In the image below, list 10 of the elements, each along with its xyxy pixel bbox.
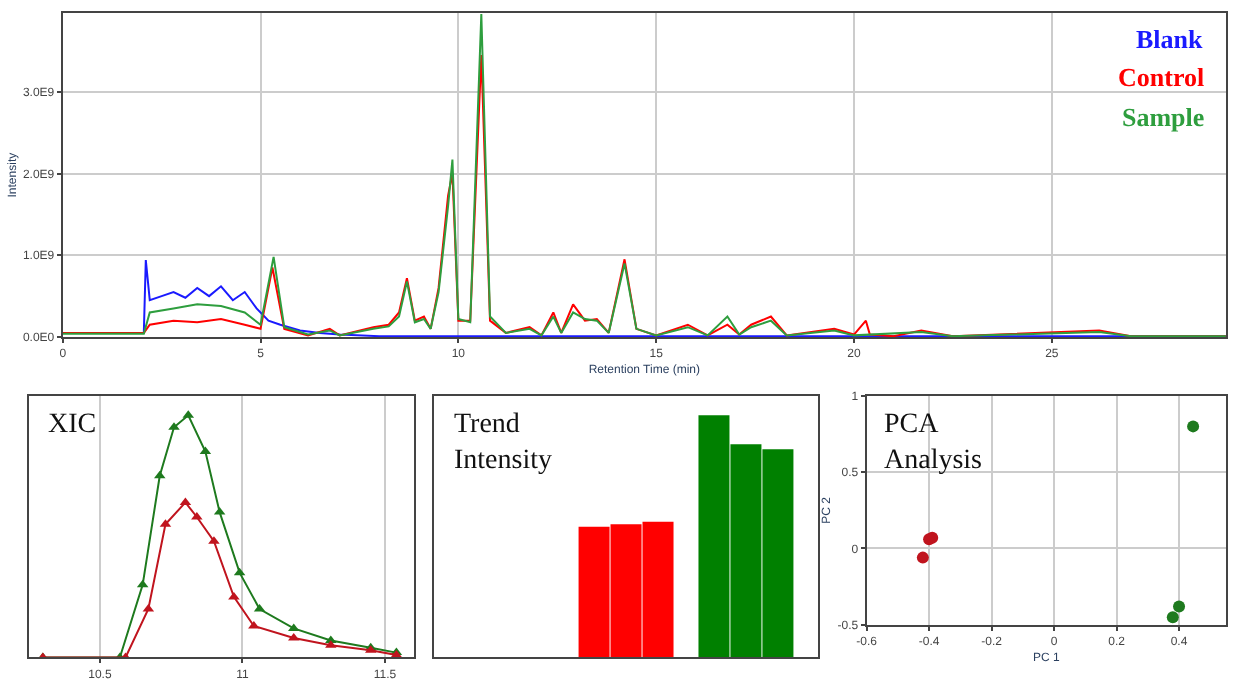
text: Sample — [1122, 102, 1205, 132]
point — [916, 551, 929, 564]
point — [1187, 420, 1200, 433]
chart-title: Trend Intensity — [454, 410, 552, 477]
text: PCA Analysis — [884, 410, 982, 477]
point — [1166, 611, 1179, 624]
point — [1173, 600, 1186, 613]
chart-title: XIC — [48, 410, 97, 440]
text: Control — [1118, 62, 1205, 92]
text: Blank — [1136, 24, 1205, 54]
